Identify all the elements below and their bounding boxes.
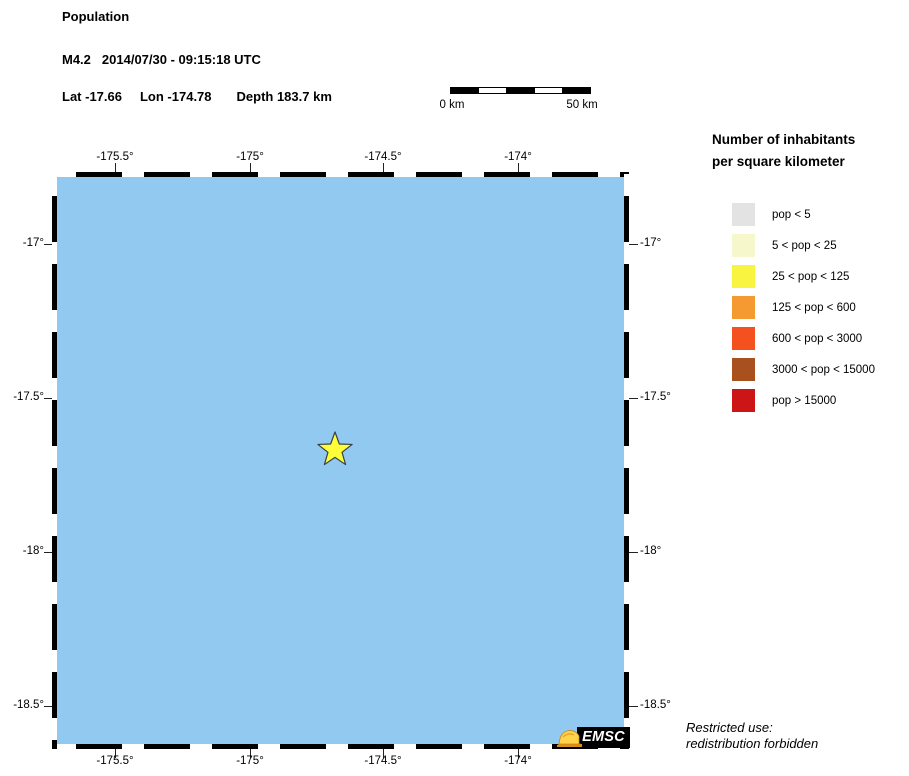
x-tick-label: -174° — [504, 151, 532, 163]
x-tick — [383, 163, 384, 172]
restriction-line2: redistribution forbidden — [686, 736, 819, 751]
restriction-note: Restricted use: redistribution forbidden — [686, 720, 818, 752]
y-tick-label: -17° — [640, 237, 662, 249]
y-tick-label: -17° — [22, 237, 44, 249]
scale-start-label: 0 km — [439, 99, 465, 111]
y-tick — [44, 398, 53, 399]
x-tick — [518, 749, 519, 758]
emsc-logo: EMSC — [577, 727, 630, 748]
map-scale-bar — [450, 87, 591, 94]
legend-label: 3000 < pop < 15000 — [772, 363, 875, 376]
event-magnitude: M4.2 — [62, 52, 91, 67]
legend-title: Number of inhabitants per square kilomet… — [712, 129, 855, 172]
event-depth: Depth 183.7 km — [236, 89, 332, 104]
legend-title-line1: Number of inhabitants — [712, 132, 856, 147]
emsc-logo-icon — [557, 730, 582, 747]
restriction-line1: Restricted use: — [686, 720, 773, 735]
legend-item: pop > 15000 — [732, 389, 836, 412]
legend-item: 3000 < pop < 15000 — [732, 358, 875, 381]
page-title: Population — [62, 9, 130, 24]
legend-label: 600 < pop < 3000 — [772, 332, 863, 345]
star-shape — [317, 431, 353, 466]
legend-label: 5 < pop < 25 — [772, 239, 837, 252]
x-tick-label: -174.5° — [364, 151, 402, 163]
x-tick-label: -175.5° — [96, 151, 134, 163]
x-tick — [115, 163, 116, 172]
legend-label: pop < 5 — [772, 208, 811, 221]
legend-item: 125 < pop < 600 — [732, 296, 856, 319]
legend-swatch — [732, 296, 755, 319]
epicenter-star-icon — [317, 431, 353, 466]
map-frame-top — [54, 172, 629, 177]
scale-end-label: 50 km — [566, 99, 598, 111]
y-tick — [629, 398, 638, 399]
legend-swatch — [732, 203, 755, 226]
scale-segment — [478, 88, 507, 93]
y-tick-label: -17.5° — [13, 391, 44, 403]
location-line: Lat -17.66 Lon -174.78 Depth 183.7 km — [62, 89, 332, 104]
x-tick-label: -175° — [236, 151, 264, 163]
y-tick — [629, 244, 638, 245]
legend-swatch — [732, 358, 755, 381]
scale-segment — [534, 88, 563, 93]
legend-swatch — [732, 265, 755, 288]
y-tick-label: -18° — [22, 545, 44, 557]
event-line: M4.2 2014/07/30 - 09:15:18 UTC — [62, 52, 261, 67]
map-frame-bottom — [54, 744, 629, 749]
legend-swatch — [732, 389, 755, 412]
y-tick — [44, 706, 53, 707]
x-tick — [250, 163, 251, 172]
x-tick-label: -175° — [236, 755, 264, 767]
event-latitude: Lat -17.66 — [62, 89, 122, 104]
y-tick — [629, 552, 638, 553]
y-tick — [44, 552, 53, 553]
legend-title-line2: per square kilometer — [712, 153, 845, 169]
legend-swatch — [732, 327, 755, 350]
event-longitude: Lon -174.78 — [139, 89, 212, 104]
y-tick-label: -18.5° — [13, 699, 44, 711]
map-frame-right — [624, 174, 629, 749]
legend-item: 600 < pop < 3000 — [732, 327, 862, 350]
y-tick-label: -17.5° — [640, 391, 671, 403]
x-tick — [250, 749, 251, 758]
scale-segment — [507, 88, 534, 93]
legend-item: 5 < pop < 25 — [732, 234, 837, 257]
x-tick-label: -174.5° — [364, 755, 402, 767]
legend-label: pop > 15000 — [772, 394, 837, 407]
y-tick — [629, 706, 638, 707]
x-tick-label: -174° — [504, 755, 532, 767]
scale-segment — [451, 88, 478, 93]
x-tick-label: -175.5° — [96, 755, 134, 767]
legend-swatch — [732, 234, 755, 257]
y-tick-label: -18° — [640, 545, 662, 557]
x-tick — [518, 163, 519, 172]
y-tick-label: -18.5° — [640, 699, 671, 711]
legend-item: 25 < pop < 125 — [732, 265, 849, 288]
map-frame-left — [52, 174, 57, 749]
legend-label: 125 < pop < 600 — [772, 301, 856, 314]
legend-item: pop < 5 — [732, 203, 811, 226]
legend-label: 25 < pop < 125 — [772, 270, 850, 283]
scale-segment — [563, 88, 590, 93]
x-tick — [115, 749, 116, 758]
event-datetime: 2014/07/30 - 09:15:18 UTC — [101, 52, 261, 67]
y-tick — [44, 244, 53, 245]
x-tick — [383, 749, 384, 758]
